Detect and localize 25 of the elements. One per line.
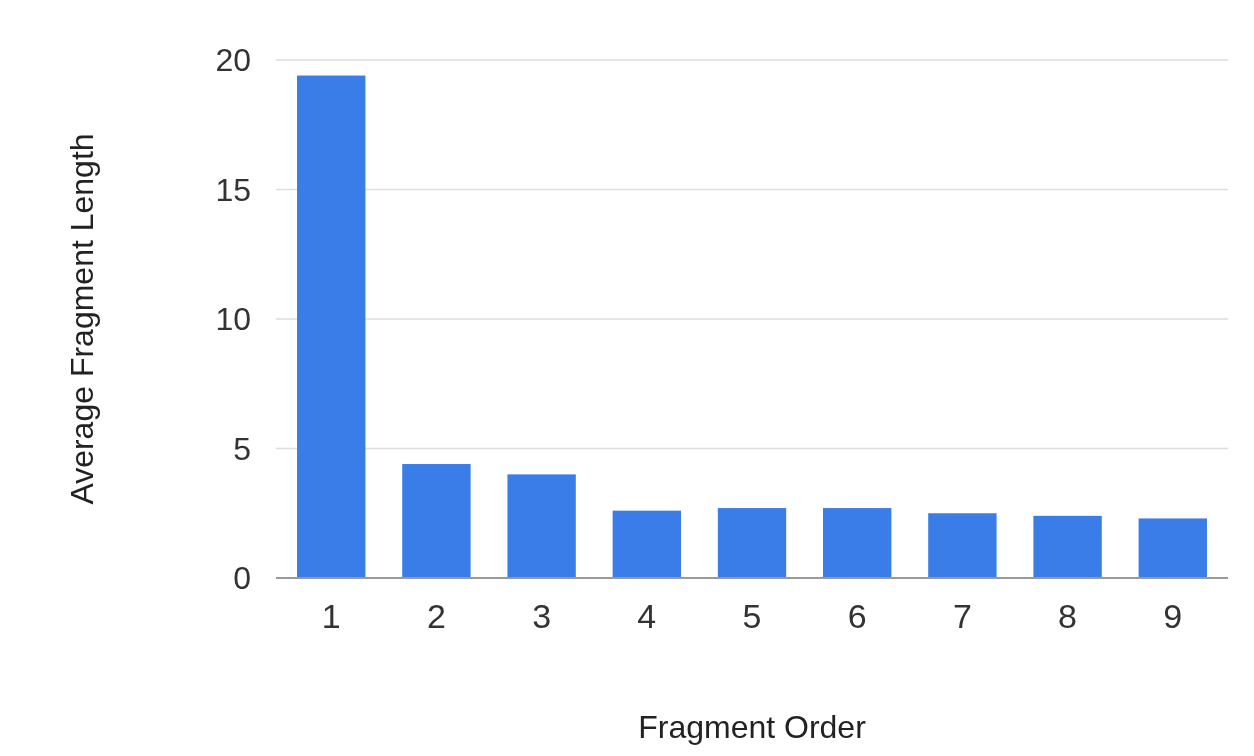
- x-axis-title: Fragment Order: [638, 709, 867, 745]
- y-tick-label: 0: [233, 560, 251, 597]
- x-tick-label: 7: [952, 597, 972, 635]
- x-tick-label: 5: [742, 597, 762, 635]
- x-tick-label: 3: [532, 597, 552, 635]
- bar: [402, 464, 471, 578]
- bar: [1033, 515, 1102, 578]
- y-tick-label: 10: [215, 301, 251, 338]
- x-tick-label: 2: [426, 597, 446, 635]
- bar: [507, 474, 576, 578]
- x-tick-label: 9: [1163, 597, 1183, 635]
- bar: [928, 513, 997, 578]
- bar: [823, 508, 892, 578]
- y-tick-label: 20: [215, 42, 251, 79]
- bar: [612, 510, 681, 578]
- bar: [717, 508, 787, 578]
- bar: [297, 75, 366, 578]
- y-tick-label: 15: [215, 171, 251, 208]
- x-tick-label: 4: [637, 597, 657, 635]
- x-tick-label: 8: [1058, 597, 1078, 635]
- x-tick-label: 1: [321, 597, 341, 635]
- y-tick-label: 5: [233, 430, 251, 467]
- bar: [1138, 518, 1207, 578]
- y-axis-title: Average Fragment Length: [64, 133, 100, 505]
- x-tick-label: 6: [847, 597, 867, 635]
